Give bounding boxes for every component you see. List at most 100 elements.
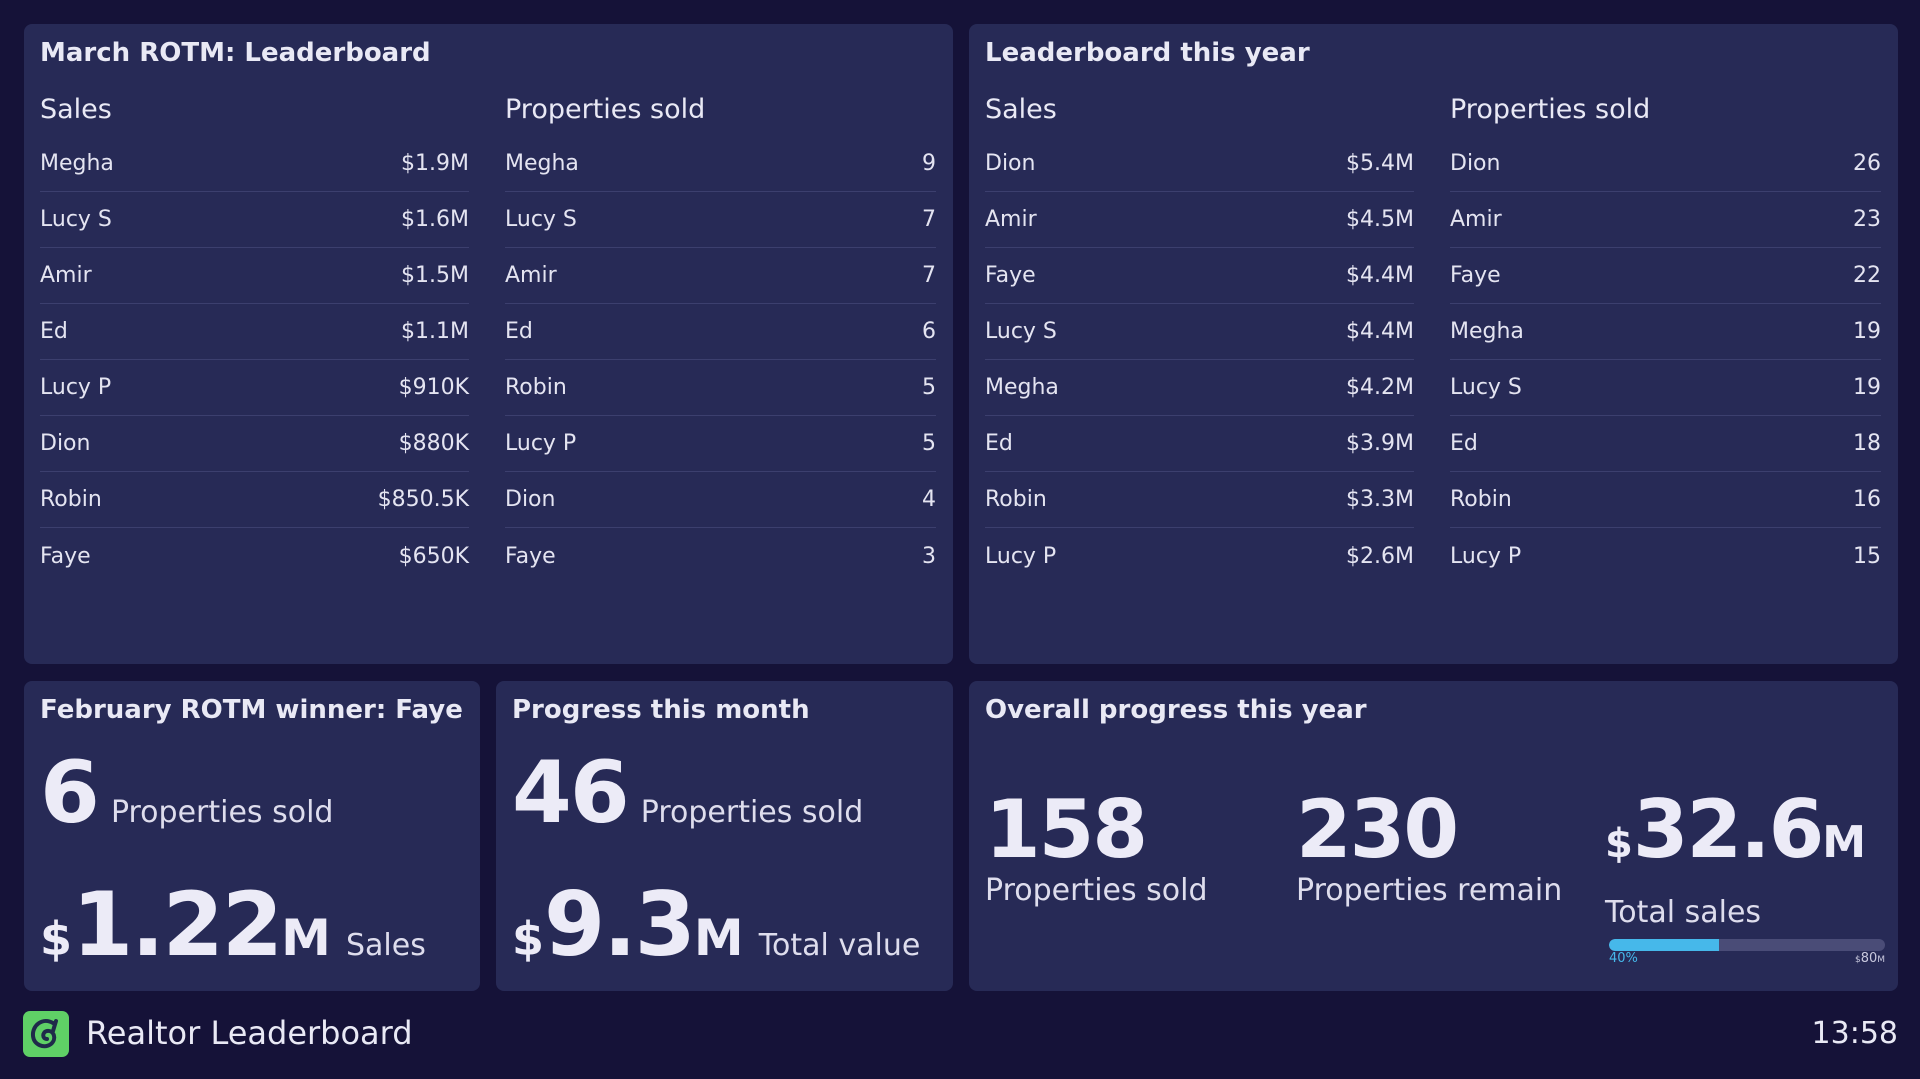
row-name: Robin (1450, 487, 1512, 512)
table-row: Lucy S $1.6M (40, 192, 469, 248)
month-total-stat: $9.3M Total value (512, 873, 920, 976)
table-row: Robin 16 (1450, 472, 1881, 528)
table-row: Megha 9 (505, 136, 936, 192)
year-properties-list: Dion 26 Amir 23 Faye 22 Megha 19 Lucy S 19 Ed… (1450, 136, 1881, 584)
table-row: Robin $3.3M (985, 472, 1414, 528)
row-value: 7 (922, 207, 936, 232)
clock-time: 13:58 (1811, 1016, 1898, 1051)
table-row: Ed 18 (1450, 416, 1881, 472)
row-name: Faye (40, 543, 91, 569)
month-total-value: 9.3 (544, 873, 696, 976)
row-value: 15 (1853, 543, 1881, 569)
table-row: Megha $1.9M (40, 136, 469, 192)
row-value: $1.9M (401, 151, 469, 176)
goal-currency: $ (1854, 955, 1861, 965)
table-row: Dion $880K (40, 416, 469, 472)
row-name: Ed (505, 319, 533, 344)
row-value: 5 (922, 375, 936, 400)
row-name: Megha (505, 151, 579, 176)
overall-sales-label: Total sales (1605, 895, 1762, 930)
row-value: $4.4M (1346, 263, 1414, 288)
year-sales-list: Dion $5.4M Amir $4.5M Faye $4.4M Lucy S $4.4… (985, 136, 1414, 584)
march-sales-column: Sales Megha $1.9M Lucy S $1.6M Amir $1.5M E… (40, 94, 469, 584)
table-row: Amir 7 (505, 248, 936, 304)
february-sales-label: Sales (346, 928, 426, 963)
march-leaderboard-panel: March ROTM: Leaderboard Sales Megha $1.9M… (24, 24, 953, 664)
table-row: Lucy P $2.6M (985, 528, 1414, 584)
month-total-unit: M (693, 909, 744, 967)
sales-progress-bar (1609, 939, 1885, 951)
overall-sales-stat: $32.6M Total sales (1605, 789, 1866, 931)
row-value: $4.2M (1346, 375, 1414, 400)
row-value: $1.6M (401, 207, 469, 232)
february-properties-stat: 6 Properties sold (40, 743, 333, 843)
row-value: 4 (922, 487, 936, 512)
row-name: Lucy P (40, 375, 112, 400)
row-value: $2.6M (1346, 543, 1414, 569)
year-leaderboard-title: Leaderboard this year (985, 38, 1310, 68)
row-name: Amir (1450, 207, 1502, 232)
goal-unit: M (1877, 955, 1885, 965)
table-row: Lucy P $910K (40, 360, 469, 416)
table-row: Robin $850.5K (40, 472, 469, 528)
row-name: Dion (40, 431, 91, 456)
table-row: Lucy S $4.4M (985, 304, 1414, 360)
month-total-label: Total value (758, 928, 921, 963)
overall-remain-value: 230 (1296, 783, 1459, 876)
row-name: Ed (40, 319, 68, 344)
row-value: 19 (1853, 375, 1881, 400)
table-row: Faye $650K (40, 528, 469, 584)
table-row: Faye 22 (1450, 248, 1881, 304)
row-name: Robin (985, 487, 1047, 512)
row-value: $1.5M (401, 263, 469, 288)
goal-value: 80 (1860, 951, 1878, 966)
month-progress-title: Progress this month (512, 695, 810, 725)
row-name: Dion (505, 487, 556, 512)
february-currency: $ (40, 912, 73, 966)
february-sales-stat: $1.22M Sales (40, 873, 426, 976)
march-properties-header: Properties sold (505, 94, 706, 125)
month-currency: $ (512, 912, 545, 966)
row-value: 3 (922, 543, 936, 569)
table-row: Ed $1.1M (40, 304, 469, 360)
row-value: $3.3M (1346, 487, 1414, 512)
row-name: Lucy P (1450, 543, 1522, 569)
overall-sold-label: Properties sold (985, 873, 1208, 908)
table-row: Ed 6 (505, 304, 936, 360)
month-properties-value: 46 (512, 743, 630, 843)
february-sales-value: 1.22 (72, 873, 283, 976)
february-properties-label: Properties sold (110, 795, 334, 830)
year-properties-header: Properties sold (1450, 94, 1651, 125)
row-name: Lucy P (985, 543, 1057, 569)
overall-progress-title: Overall progress this year (985, 695, 1367, 725)
app-title: Realtor Leaderboard (86, 1014, 413, 1052)
overall-currency: $ (1605, 821, 1633, 867)
row-name: Robin (505, 375, 567, 400)
row-name: Megha (40, 151, 114, 176)
table-row: Faye $4.4M (985, 248, 1414, 304)
table-row: Lucy P 15 (1450, 528, 1881, 584)
table-row: Amir $4.5M (985, 192, 1414, 248)
february-sales-unit: M (281, 909, 331, 967)
row-value: 26 (1853, 151, 1881, 176)
row-value: 23 (1853, 207, 1881, 232)
row-value: 6 (922, 319, 936, 344)
row-name: Lucy S (985, 319, 1057, 344)
table-row: Faye 3 (505, 528, 936, 584)
table-row: Amir 23 (1450, 192, 1881, 248)
table-row: Lucy S 19 (1450, 360, 1881, 416)
row-value: 18 (1853, 431, 1881, 456)
row-name: Ed (1450, 431, 1478, 456)
table-row: Dion 4 (505, 472, 936, 528)
overall-remain-stat: 230 Properties remain (1296, 783, 1563, 909)
row-name: Ed (985, 431, 1013, 456)
row-name: Faye (1450, 263, 1501, 288)
row-name: Dion (985, 151, 1036, 176)
row-name: Lucy S (1450, 375, 1522, 400)
row-name: Dion (1450, 151, 1501, 176)
row-value: $850.5K (377, 487, 469, 512)
row-name: Megha (1450, 319, 1524, 344)
overall-remain-label: Properties remain (1296, 873, 1563, 908)
table-row: Ed $3.9M (985, 416, 1414, 472)
row-value: $1.1M (401, 319, 469, 344)
